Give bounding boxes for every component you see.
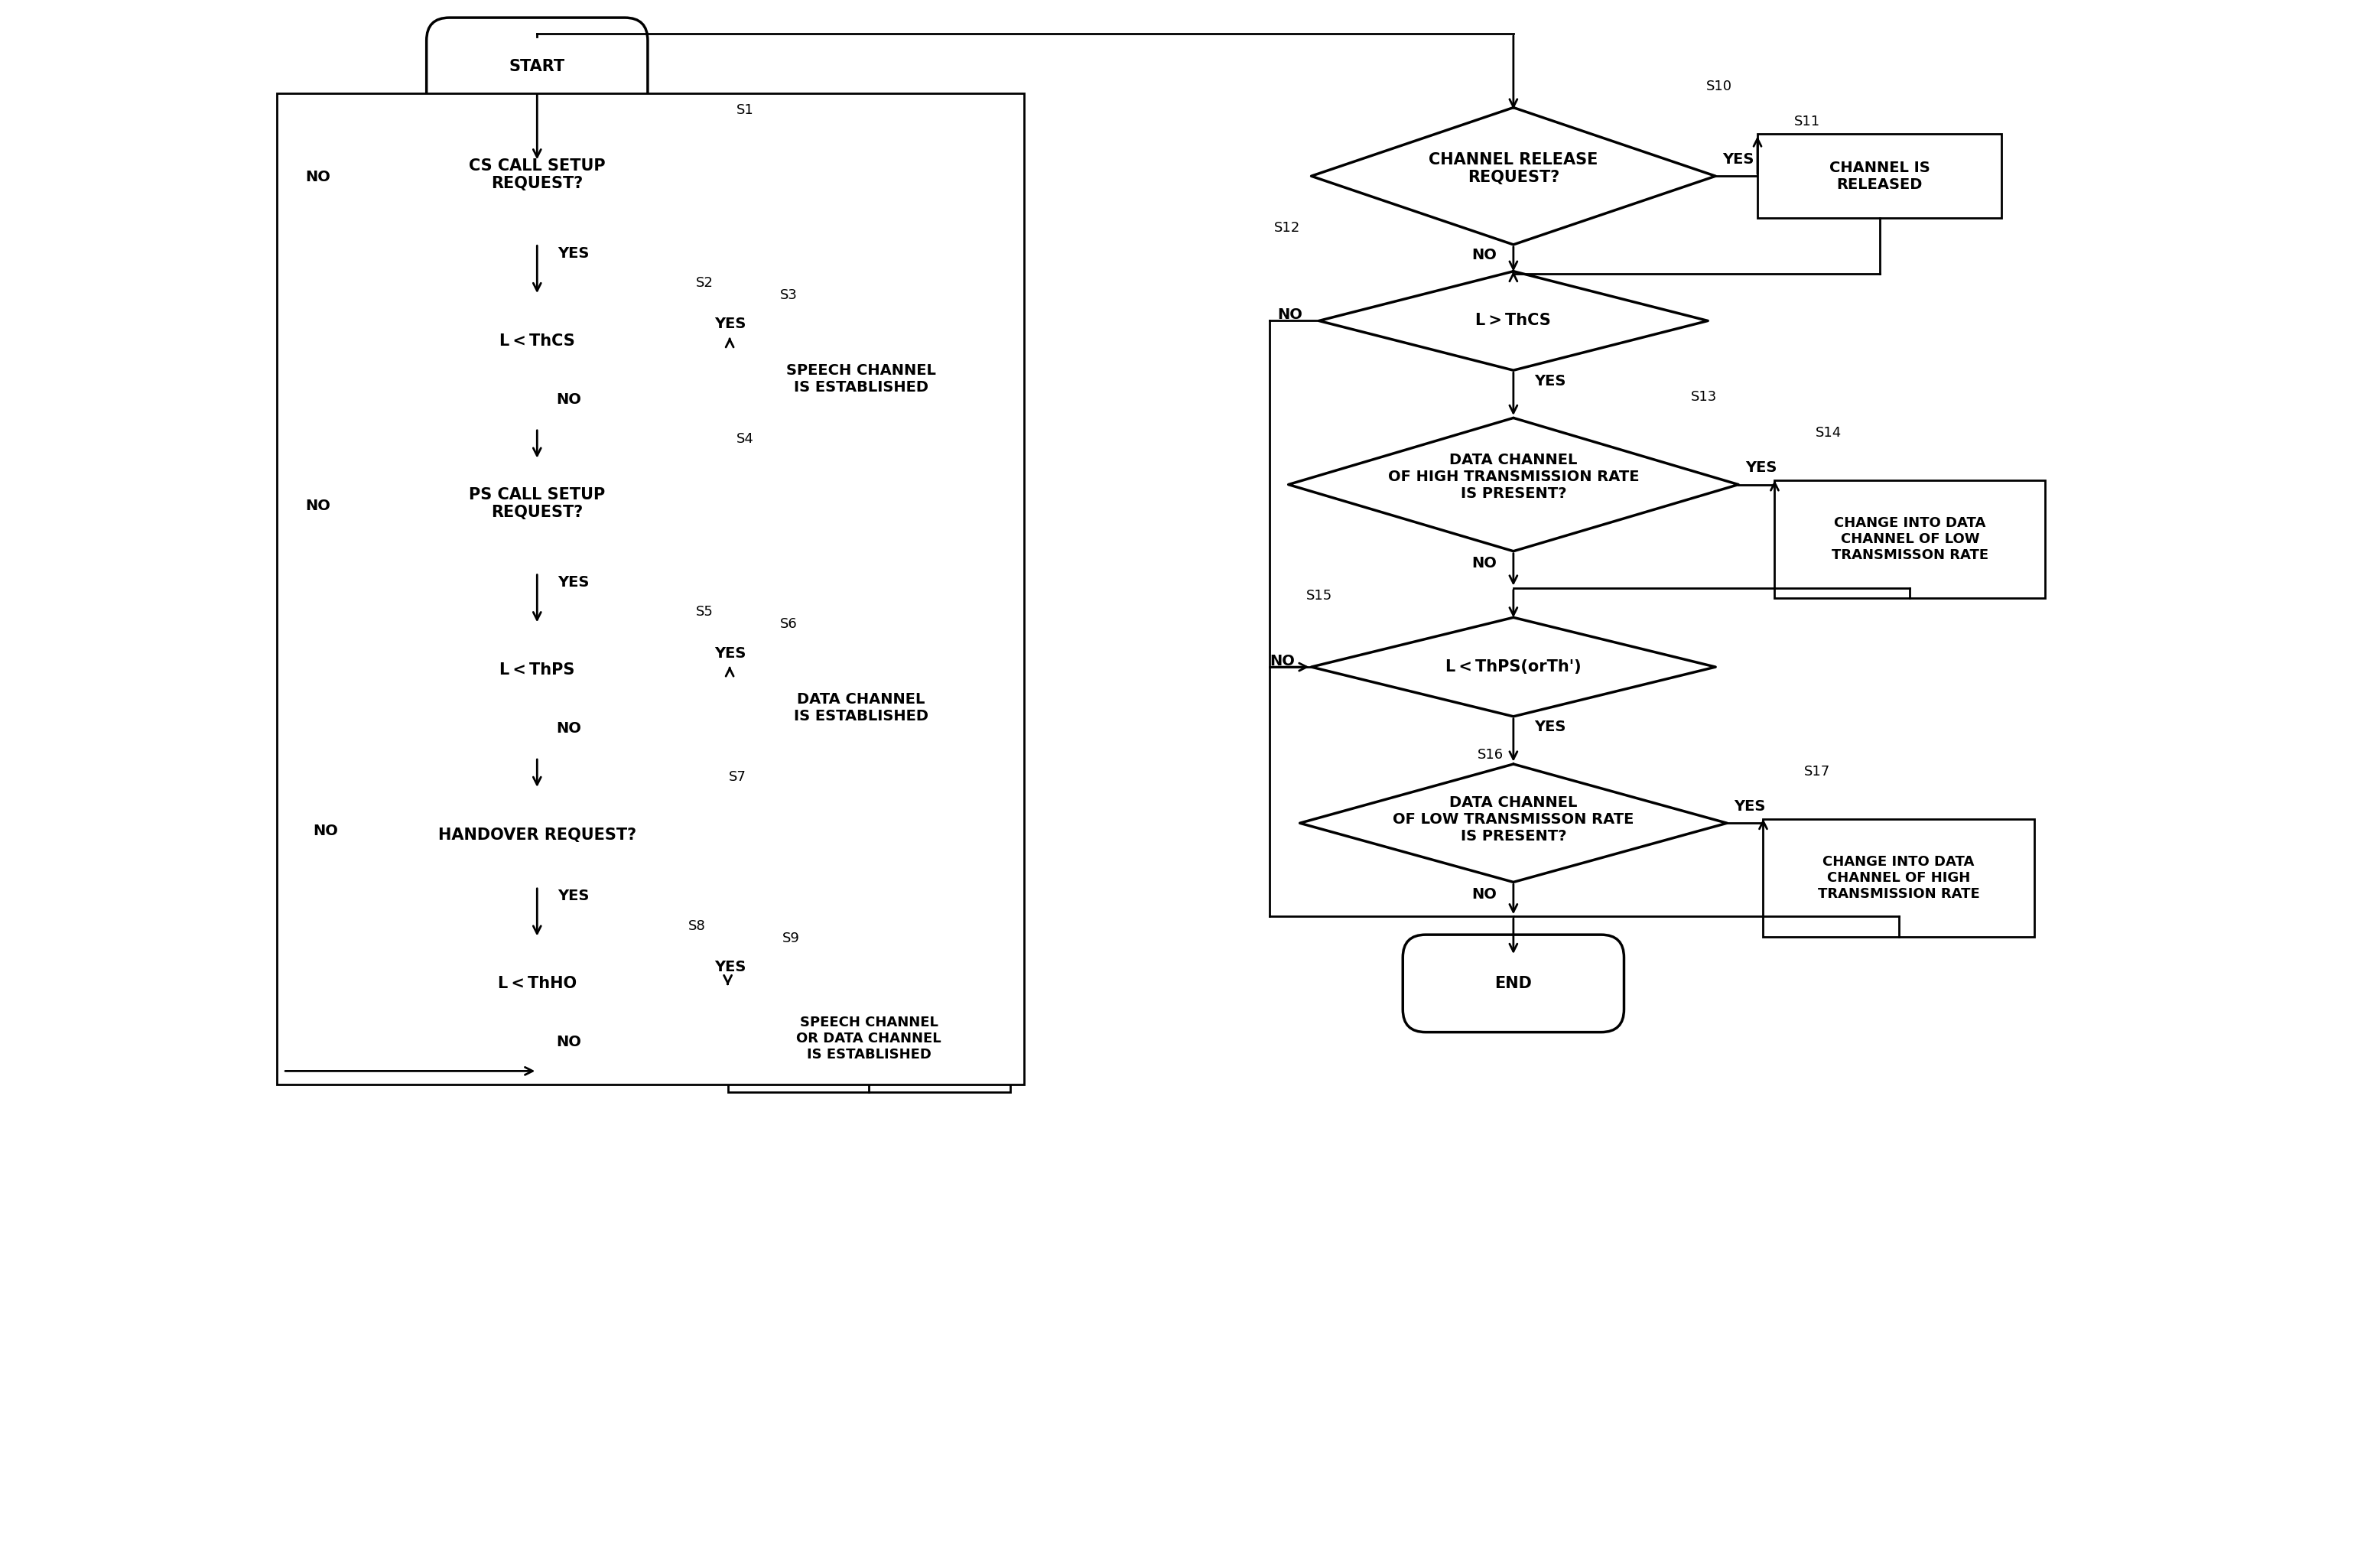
Text: S12: S12: [1273, 220, 1299, 234]
Text: CHANGE INTO DATA
CHANNEL OF HIGH
TRANSMISSION RATE: CHANGE INTO DATA CHANNEL OF HIGH TRANSMI…: [1818, 855, 1980, 901]
Text: S9: S9: [783, 931, 800, 945]
Text: L < ThPS(orTh'): L < ThPS(orTh'): [1445, 659, 1580, 675]
Text: NO: NO: [557, 1035, 581, 1050]
Text: NO: NO: [1471, 887, 1497, 901]
Text: S14: S14: [1816, 427, 1842, 439]
Text: S2: S2: [697, 276, 714, 290]
Bar: [731, 667, 992, 751]
Text: S5: S5: [697, 605, 714, 619]
Text: NO: NO: [1471, 248, 1497, 262]
Text: CS CALL SETUP
REQUEST?: CS CALL SETUP REQUEST?: [469, 158, 605, 191]
Text: NO: NO: [314, 824, 338, 839]
Text: YES: YES: [1535, 720, 1566, 735]
Text: YES: YES: [1735, 799, 1766, 814]
Text: CHANGE INTO DATA
CHANNEL OF LOW
TRANSMISSON RATE: CHANGE INTO DATA CHANNEL OF LOW TRANSMIS…: [1833, 516, 1987, 561]
Text: START: START: [509, 59, 564, 74]
Text: S15: S15: [1307, 589, 1333, 603]
Text: YES: YES: [557, 247, 590, 261]
Text: DATA CHANNEL
IS ESTABLISHED: DATA CHANNEL IS ESTABLISHED: [795, 692, 928, 724]
Text: S11: S11: [1795, 115, 1821, 129]
Bar: [731, 337, 992, 420]
Text: L > ThCS: L > ThCS: [1476, 313, 1552, 329]
Text: S1: S1: [738, 104, 754, 116]
Text: YES: YES: [714, 645, 745, 661]
Bar: [276, 93, 1023, 1084]
Text: YES: YES: [714, 316, 745, 332]
FancyBboxPatch shape: [1402, 935, 1623, 1031]
Text: YES: YES: [557, 889, 590, 904]
Text: L < ThHO: L < ThHO: [497, 976, 576, 991]
FancyBboxPatch shape: [426, 17, 647, 115]
Text: NO: NO: [305, 169, 331, 185]
Text: YES: YES: [714, 960, 745, 974]
Text: NO: NO: [1471, 557, 1497, 571]
Text: S17: S17: [1804, 765, 1830, 779]
Text: S13: S13: [1690, 389, 1718, 403]
Bar: [1775, 481, 2044, 599]
Text: SPEECH CHANNEL
IS ESTABLISHED: SPEECH CHANNEL IS ESTABLISHED: [785, 363, 935, 396]
Text: L < ThPS: L < ThPS: [500, 662, 574, 678]
Text: DATA CHANNEL
OF HIGH TRANSMISSION RATE
IS PRESENT?: DATA CHANNEL OF HIGH TRANSMISSION RATE I…: [1388, 453, 1640, 501]
Text: HANDOVER REQUEST?: HANDOVER REQUEST?: [438, 827, 635, 842]
Text: NO: NO: [557, 721, 581, 735]
Bar: [1756, 135, 2002, 219]
Text: L < ThCS: L < ThCS: [500, 333, 576, 349]
Text: CHANNEL IS
RELEASED: CHANNEL IS RELEASED: [1830, 160, 1930, 192]
Text: YES: YES: [557, 575, 590, 589]
Text: YES: YES: [1535, 374, 1566, 388]
Text: S16: S16: [1478, 748, 1504, 762]
Text: YES: YES: [1723, 152, 1754, 166]
Text: S4: S4: [735, 433, 754, 447]
Text: S8: S8: [688, 920, 707, 932]
Text: DATA CHANNEL
OF LOW TRANSMISSON RATE
IS PRESENT?: DATA CHANNEL OF LOW TRANSMISSON RATE IS …: [1392, 796, 1635, 844]
Text: CHANNEL RELEASE
REQUEST?: CHANNEL RELEASE REQUEST?: [1428, 152, 1597, 185]
Text: PS CALL SETUP
REQUEST?: PS CALL SETUP REQUEST?: [469, 487, 605, 520]
Text: SPEECH CHANNEL
OR DATA CHANNEL
IS ESTABLISHED: SPEECH CHANNEL OR DATA CHANNEL IS ESTABL…: [797, 1016, 942, 1061]
Text: S7: S7: [728, 771, 747, 785]
Text: S10: S10: [1706, 79, 1733, 93]
Bar: [1764, 819, 2035, 937]
Text: END: END: [1495, 976, 1533, 991]
Text: NO: NO: [1278, 307, 1302, 323]
Text: NO: NO: [557, 392, 581, 406]
Bar: [728, 985, 1009, 1092]
Text: YES: YES: [1745, 461, 1778, 475]
Text: S3: S3: [781, 288, 797, 302]
Text: S6: S6: [781, 617, 797, 631]
Text: NO: NO: [305, 498, 331, 513]
Text: NO: NO: [1269, 653, 1295, 668]
